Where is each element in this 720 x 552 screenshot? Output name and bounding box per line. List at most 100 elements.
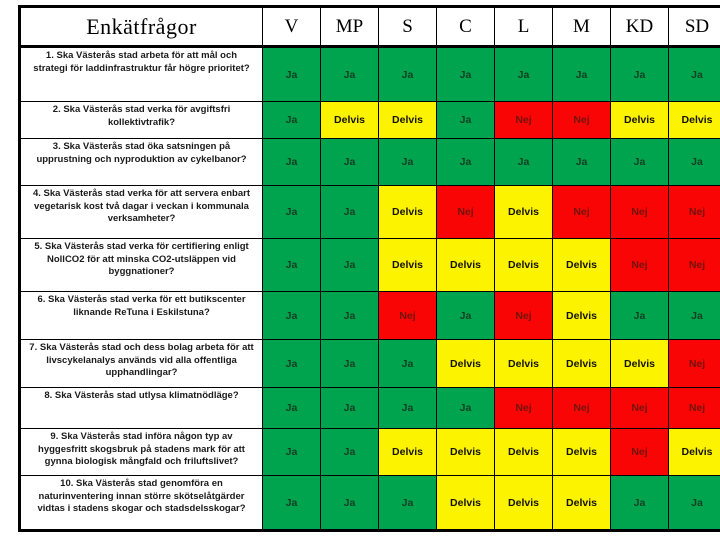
answer-cell-kd: Ja <box>610 46 669 102</box>
table-row: 7. Ska Västerås stad och dess bolag arbe… <box>19 339 720 388</box>
answer-cell-l: Delvis <box>494 238 553 292</box>
answer-cell-s: Ja <box>378 339 437 388</box>
answer-cell-sd: Nej <box>668 238 720 292</box>
answer-cell-sd: Nej <box>668 387 720 429</box>
party-header-kd: KD <box>610 6 669 48</box>
party-header-mp: MP <box>320 6 379 48</box>
answer-cell-sd: Nej <box>668 185 720 239</box>
answer-cell-m: Delvis <box>552 238 611 292</box>
answer-cell-v: Ja <box>262 238 321 292</box>
answer-cell-l: Ja <box>494 138 553 186</box>
table-row: 3. Ska Västerås stad öka satsningen på u… <box>19 138 720 186</box>
answer-cell-v: Ja <box>262 291 321 340</box>
answer-cell-c: Ja <box>436 46 495 102</box>
answer-cell-c: Ja <box>436 138 495 186</box>
answer-cell-v: Ja <box>262 138 321 186</box>
answer-cell-v: Ja <box>262 101 321 139</box>
party-header-l: L <box>494 6 553 48</box>
survey-table: Enkätfrågor V MP S C L M KD SD 1. Ska Västerås … <box>18 5 720 532</box>
answer-cell-s: Ja <box>378 387 437 429</box>
answer-cell-mp: Ja <box>320 387 379 429</box>
answer-cell-c: Ja <box>436 387 495 429</box>
table-row: 5. Ska Västerås stad verka för certifier… <box>19 238 720 292</box>
answer-cell-mp: Ja <box>320 46 379 102</box>
answer-cell-l: Nej <box>494 101 553 139</box>
answer-cell-mp: Ja <box>320 185 379 239</box>
answer-cell-l: Ja <box>494 46 553 102</box>
question-cell: 6. Ska Västerås stad verka för ett butik… <box>19 291 263 340</box>
table-title: Enkätfrågor <box>19 6 263 48</box>
answer-cell-mp: Ja <box>320 138 379 186</box>
table-row: 4. Ska Västerås stad verka för att serve… <box>19 185 720 239</box>
answer-cell-m: Delvis <box>552 339 611 388</box>
answer-cell-mp: Ja <box>320 428 379 476</box>
table-row: 8. Ska Västerås stad utlysa klimatnödläg… <box>19 387 720 429</box>
question-cell: 4. Ska Västerås stad verka för att serve… <box>19 185 263 239</box>
answer-cell-mp: Delvis <box>320 101 379 139</box>
answer-cell-l: Nej <box>494 291 553 340</box>
answer-cell-m: Delvis <box>552 475 611 531</box>
question-cell: 10. Ska Västerås stad genomföra en natur… <box>19 475 263 531</box>
answer-cell-c: Delvis <box>436 428 495 476</box>
answer-cell-sd: Nej <box>668 339 720 388</box>
answer-cell-m: Nej <box>552 387 611 429</box>
survey-table-wrap: Enkätfrågor V MP S C L M KD SD 1. Ska Västerås … <box>18 5 720 532</box>
answer-cell-c: Ja <box>436 291 495 340</box>
party-header-sd: SD <box>668 6 720 48</box>
table-row: 2. Ska Västerås stad verka för avgiftsfr… <box>19 101 720 139</box>
answer-cell-m: Ja <box>552 138 611 186</box>
answer-cell-kd: Ja <box>610 291 669 340</box>
answer-cell-kd: Nej <box>610 428 669 476</box>
answer-cell-m: Nej <box>552 185 611 239</box>
party-header-c: C <box>436 6 495 48</box>
answer-cell-kd: Nej <box>610 185 669 239</box>
answer-cell-c: Delvis <box>436 339 495 388</box>
answer-cell-sd: Ja <box>668 291 720 340</box>
question-cell: 9. Ska Västerås stad införa någon typ av… <box>19 428 263 476</box>
answer-cell-v: Ja <box>262 339 321 388</box>
answer-cell-mp: Ja <box>320 339 379 388</box>
answer-cell-kd: Nej <box>610 238 669 292</box>
answer-cell-s: Ja <box>378 475 437 531</box>
answer-cell-m: Delvis <box>552 428 611 476</box>
answer-cell-s: Nej <box>378 291 437 340</box>
answer-cell-l: Delvis <box>494 185 553 239</box>
answer-cell-sd: Ja <box>668 475 720 531</box>
party-header-v: V <box>262 6 321 48</box>
table-body: 1. Ska Västerås stad arbeta för att mål … <box>19 46 720 531</box>
answer-cell-s: Ja <box>378 138 437 186</box>
answer-cell-c: Delvis <box>436 238 495 292</box>
answer-cell-s: Delvis <box>378 185 437 239</box>
answer-cell-mp: Ja <box>320 291 379 340</box>
party-header-s: S <box>378 6 437 48</box>
answer-cell-mp: Ja <box>320 238 379 292</box>
table-row: 1. Ska Västerås stad arbeta för att mål … <box>19 46 720 102</box>
answer-cell-sd: Ja <box>668 138 720 186</box>
answer-cell-m: Delvis <box>552 291 611 340</box>
answer-cell-kd: Ja <box>610 138 669 186</box>
question-cell: 1. Ska Västerås stad arbeta för att mål … <box>19 46 263 102</box>
question-cell: 5. Ska Västerås stad verka för certifier… <box>19 238 263 292</box>
answer-cell-m: Nej <box>552 101 611 139</box>
table-row: 9. Ska Västerås stad införa någon typ av… <box>19 428 720 476</box>
question-cell: 2. Ska Västerås stad verka för avgiftsfr… <box>19 101 263 139</box>
answer-cell-c: Ja <box>436 101 495 139</box>
answer-cell-v: Ja <box>262 46 321 102</box>
answer-cell-mp: Ja <box>320 475 379 531</box>
answer-cell-v: Ja <box>262 475 321 531</box>
answer-cell-s: Delvis <box>378 101 437 139</box>
table-row: 6. Ska Västerås stad verka för ett butik… <box>19 291 720 340</box>
question-cell: 8. Ska Västerås stad utlysa klimatnödläg… <box>19 387 263 429</box>
table-row: 10. Ska Västerås stad genomföra en natur… <box>19 475 720 531</box>
answer-cell-l: Delvis <box>494 428 553 476</box>
answer-cell-s: Delvis <box>378 428 437 476</box>
answer-cell-kd: Delvis <box>610 101 669 139</box>
answer-cell-c: Delvis <box>436 475 495 531</box>
answer-cell-v: Ja <box>262 428 321 476</box>
answer-cell-v: Ja <box>262 185 321 239</box>
answer-cell-l: Delvis <box>494 339 553 388</box>
question-cell: 3. Ska Västerås stad öka satsningen på u… <box>19 138 263 186</box>
party-header-m: M <box>552 6 611 48</box>
answer-cell-v: Ja <box>262 387 321 429</box>
